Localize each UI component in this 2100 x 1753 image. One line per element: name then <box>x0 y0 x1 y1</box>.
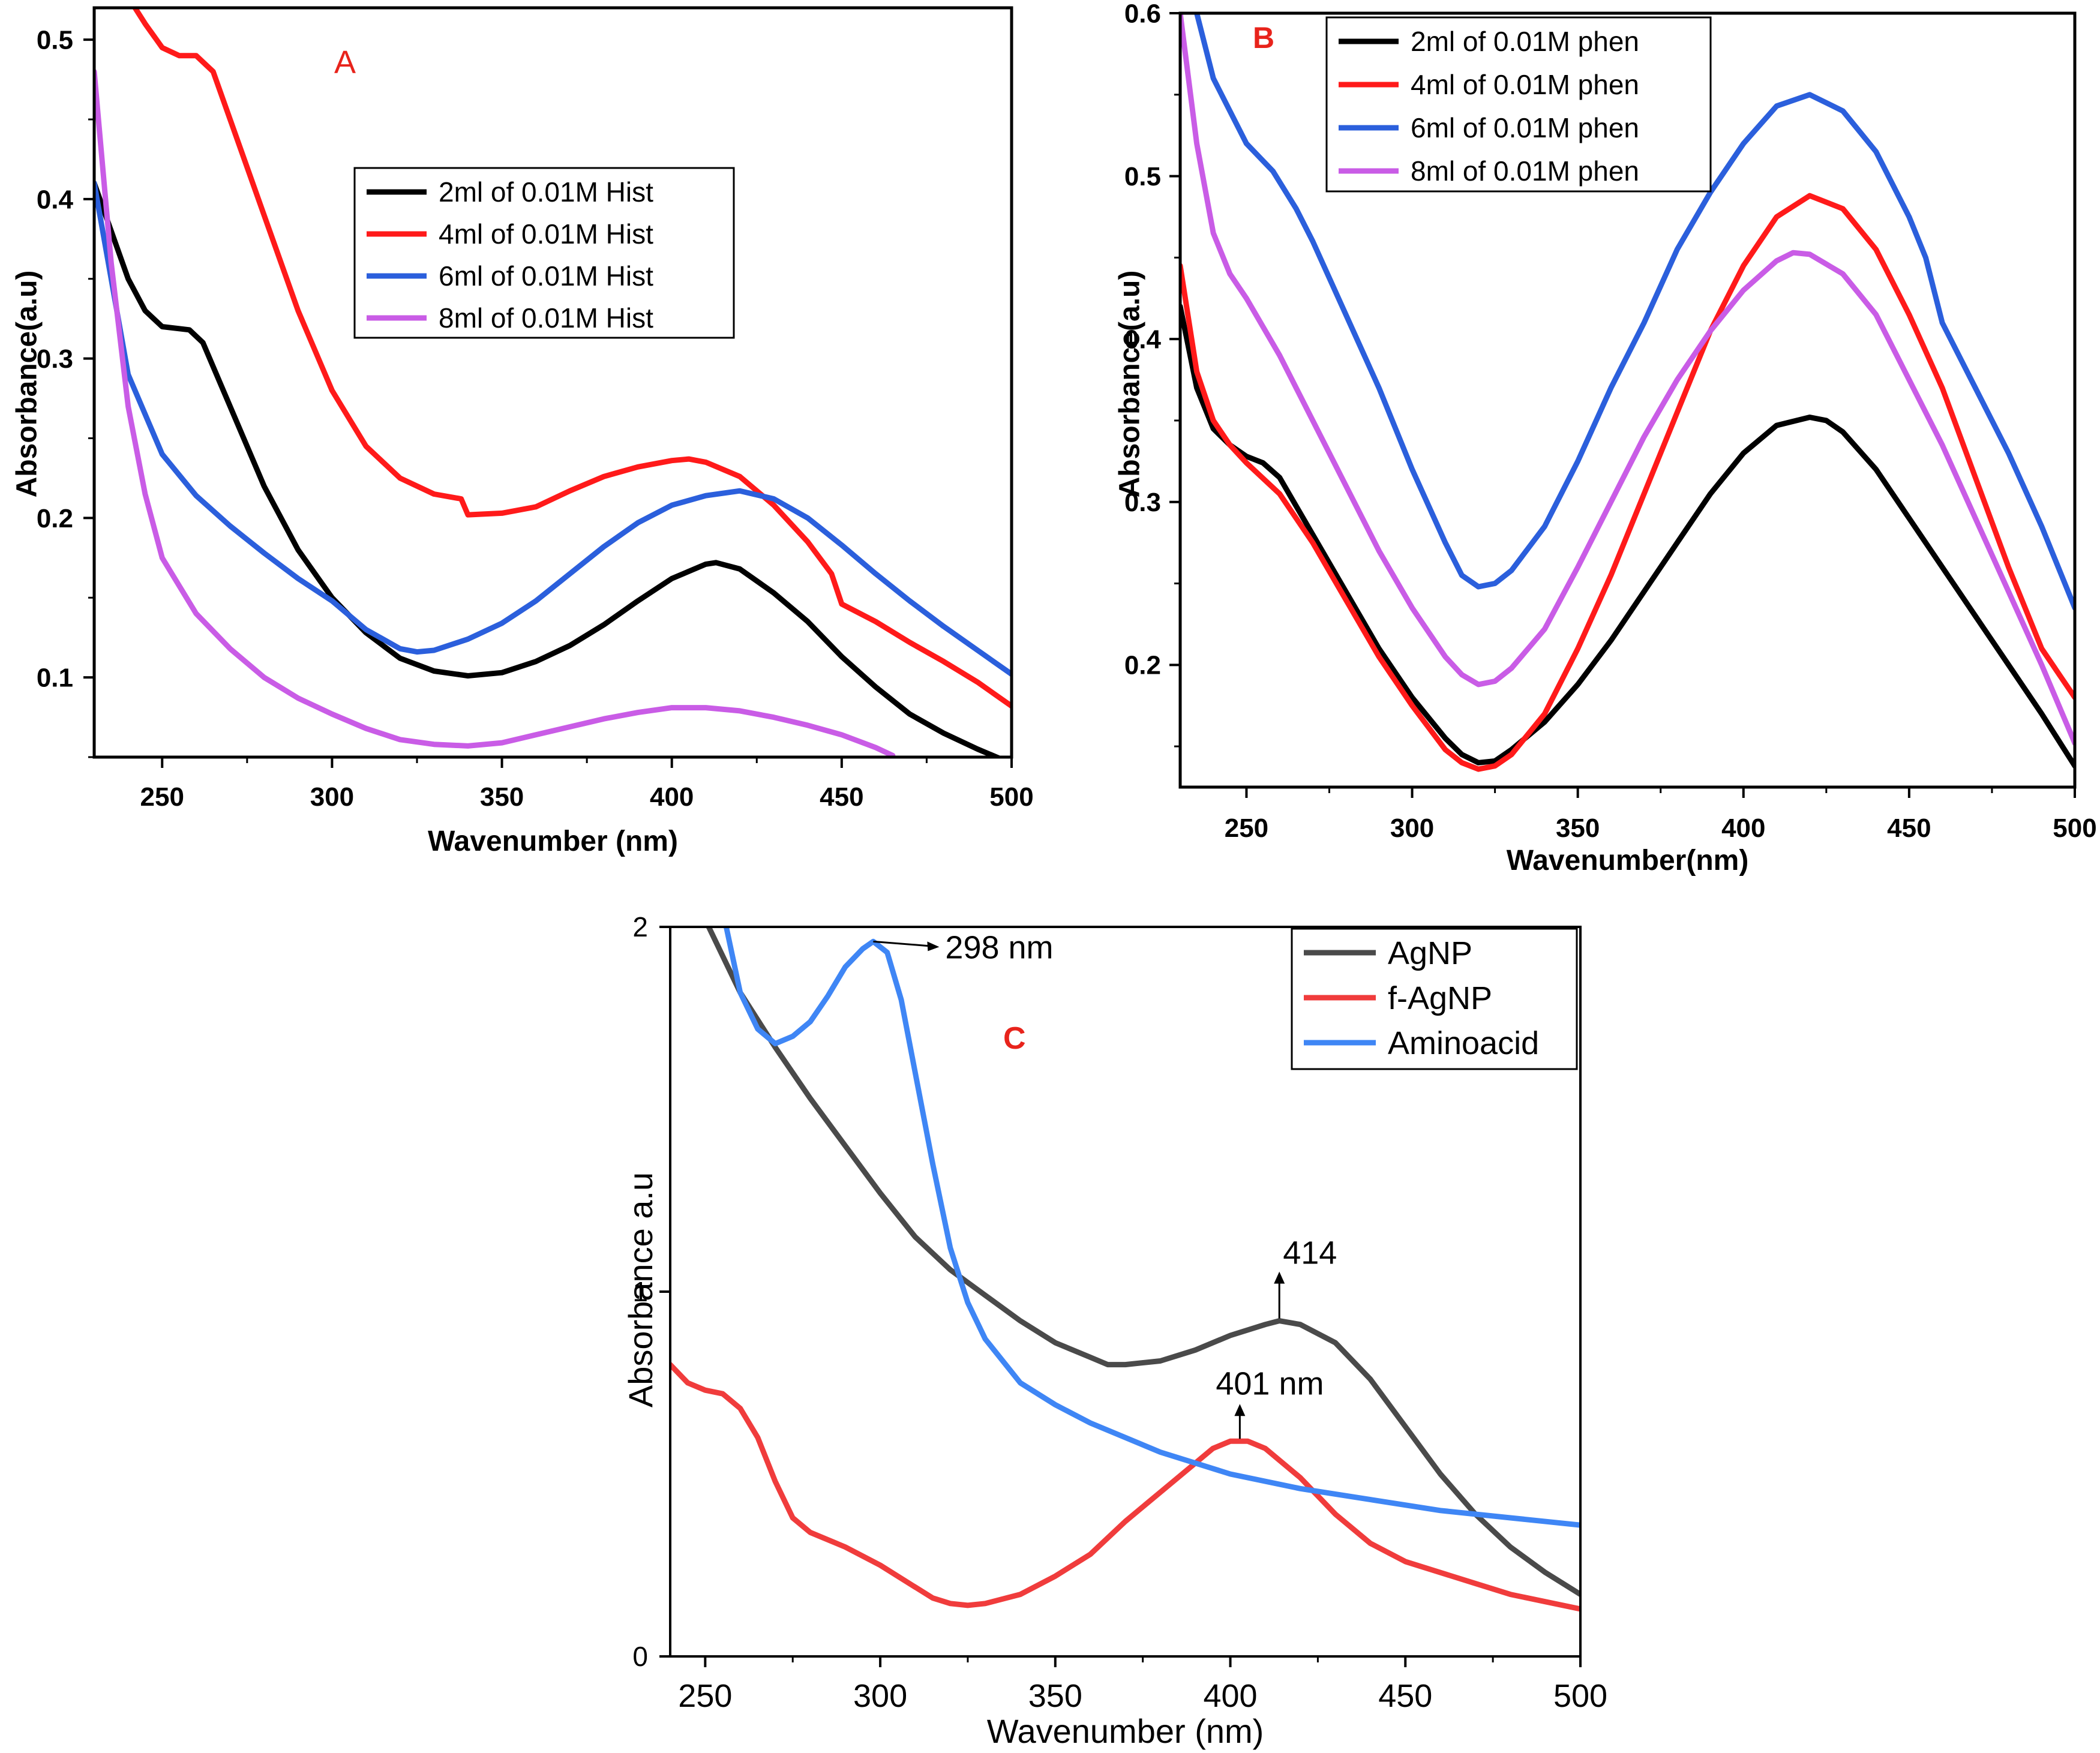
y-tick-label: 0.4 <box>1124 325 1162 355</box>
panels: 250 300 350 400 450 500 0.1 0.2 0.3 0.4 0.5 Wavenum… <box>11 0 2096 1750</box>
legend-entry: 2ml of 0.01M phen <box>1411 26 1639 57</box>
y-tick-label: 0.3 <box>1124 488 1161 517</box>
y-tick-label: 2 <box>632 911 648 942</box>
legend-entry: 6ml of 0.01M Hist <box>439 260 653 292</box>
x-tick-label: 400 <box>650 782 694 812</box>
x-tick-label: 300 <box>1390 814 1434 843</box>
x-tick-label: 350 <box>480 782 524 812</box>
y-axis-title: Absorbance(a.u) <box>11 271 43 498</box>
legend-entry: AgNP <box>1388 935 1472 971</box>
x-tick-label: 500 <box>1553 1678 1607 1714</box>
panel-letter: C <box>1003 1021 1026 1056</box>
x-tick-label: 450 <box>1887 814 1931 843</box>
series-line-aminoacid <box>723 927 1580 1528</box>
series-line-6ml-of-0-01m-hist <box>94 180 1012 677</box>
series-line-8ml-of-0-01m-phen <box>1180 13 2075 746</box>
panel-C: 250 300 350 400 450 500 0 1 2 Wavenumber (nm) Abso… <box>622 911 1607 1750</box>
x-tick-label: 500 <box>2053 814 2096 843</box>
legend-entry: 8ml of 0.01M phen <box>1411 155 1639 187</box>
series-line-4ml-of-0-01m-hist <box>132 8 1012 709</box>
annotation-label: 401 nm <box>1216 1365 1324 1401</box>
legend-entry: 2ml of 0.01M Hist <box>439 176 653 208</box>
legend-entry: 8ml of 0.01M Hist <box>439 302 653 334</box>
panel-letter: A <box>334 44 356 80</box>
annotation-arrow <box>873 940 934 947</box>
legend-box <box>1325 16 1712 193</box>
panel-A: 250 300 350 400 450 500 0.1 0.2 0.3 0.4 0.5 Wavenum… <box>11 6 1034 857</box>
legend-entry: 4ml of 0.01M phen <box>1411 69 1639 100</box>
x-tick-label: 250 <box>140 782 184 812</box>
legend-entry: 6ml of 0.01M phen <box>1411 112 1639 143</box>
y-tick-label: 0.6 <box>1124 0 1161 28</box>
series-line-2ml-of-0-01m-hist <box>94 180 1004 757</box>
series-line-8ml-of-0-01m-hist <box>94 68 896 757</box>
x-tick-label: 350 <box>1556 814 1600 843</box>
y-tick-label: 0.1 <box>37 664 73 693</box>
x-tick-label: 500 <box>989 782 1033 812</box>
y-axis-title: Absorbance(a.u) <box>1114 271 1145 498</box>
y-tick-label: 0.2 <box>37 504 73 533</box>
x-axis-title: Wavenumber(nm) <box>1507 845 1749 876</box>
y-tick-label: 0.4 <box>37 185 74 214</box>
x-tick-label: 300 <box>853 1678 907 1714</box>
x-tick-label: 400 <box>1721 814 1765 843</box>
panel-letter: B <box>1253 21 1274 55</box>
x-tick-label: 450 <box>1378 1678 1432 1714</box>
annotation-arrowhead <box>1274 1271 1285 1284</box>
legend-entry: 4ml of 0.01M Hist <box>439 218 653 250</box>
series-line-4ml-of-0-01m-phen <box>1180 193 2075 772</box>
y-axis-title: Absorbance a.u <box>622 1172 659 1407</box>
x-axis-title: Wavenumber (nm) <box>987 1712 1264 1750</box>
x-tick-label: 250 <box>1225 814 1268 843</box>
plot-frame <box>92 6 1013 759</box>
x-tick-label: 450 <box>820 782 863 812</box>
y-tick-label: 0.2 <box>1124 651 1161 680</box>
x-tick-label: 350 <box>1028 1678 1082 1714</box>
x-tick-label: 400 <box>1203 1678 1257 1714</box>
x-axis-title: Wavenumber (nm) <box>428 826 678 857</box>
legend-entry: f-AgNP <box>1388 980 1492 1016</box>
annotation-label: 414 <box>1283 1235 1337 1271</box>
series-line-agnp <box>706 927 1580 1598</box>
y-tick-label: 0.3 <box>37 344 73 374</box>
plot-frame <box>1178 11 2077 789</box>
annotation-arrowhead <box>1234 1404 1246 1416</box>
series-line-f-agnp <box>670 1362 1580 1612</box>
y-tick-label: 0.5 <box>1124 162 1161 191</box>
annotation-arrowhead <box>927 941 940 951</box>
x-tick-label: 250 <box>678 1678 732 1714</box>
x-tick-label: 300 <box>310 782 354 812</box>
annotation-label: 298 nm <box>945 929 1053 965</box>
legend-box <box>353 167 735 339</box>
legend-entry: Aminoacid <box>1388 1025 1539 1061</box>
y-tick-label: 1 <box>632 1276 648 1307</box>
series-line-2ml-of-0-01m-phen <box>1180 304 2075 769</box>
y-tick-label: 0 <box>632 1641 648 1672</box>
y-tick-label: 0.5 <box>37 26 73 55</box>
panel-B: 250 300 350 400 450 500 0.2 0.3 0.4 0.5 0.6 Wavenum… <box>1114 0 2096 876</box>
series-line-6ml-of-0-01m-phen <box>1194 13 2075 611</box>
